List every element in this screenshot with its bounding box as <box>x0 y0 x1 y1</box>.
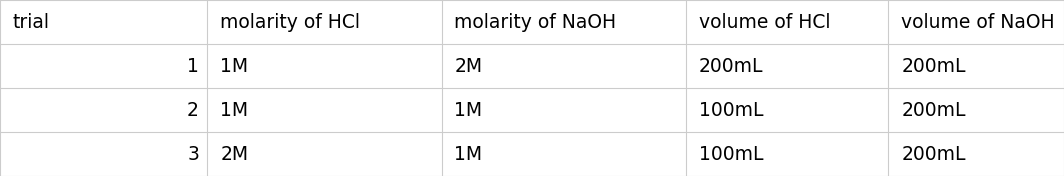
Text: 100mL: 100mL <box>699 100 764 120</box>
Text: 1M: 1M <box>220 56 248 76</box>
Text: trial: trial <box>13 12 50 32</box>
Text: 200mL: 200mL <box>901 144 966 164</box>
Text: 200mL: 200mL <box>901 56 966 76</box>
Text: molarity of NaOH: molarity of NaOH <box>454 12 616 32</box>
Text: 2M: 2M <box>220 144 248 164</box>
Text: 3: 3 <box>187 144 199 164</box>
Text: volume of HCl: volume of HCl <box>699 12 831 32</box>
Text: 200mL: 200mL <box>901 100 966 120</box>
Text: 2M: 2M <box>454 56 482 76</box>
Text: 1M: 1M <box>454 144 482 164</box>
Text: 2: 2 <box>187 100 199 120</box>
Text: 1M: 1M <box>454 100 482 120</box>
Text: 100mL: 100mL <box>699 144 764 164</box>
Text: 1: 1 <box>187 56 199 76</box>
Text: molarity of HCl: molarity of HCl <box>220 12 361 32</box>
Text: volume of NaOH: volume of NaOH <box>901 12 1054 32</box>
Text: 200mL: 200mL <box>699 56 764 76</box>
Text: 1M: 1M <box>220 100 248 120</box>
